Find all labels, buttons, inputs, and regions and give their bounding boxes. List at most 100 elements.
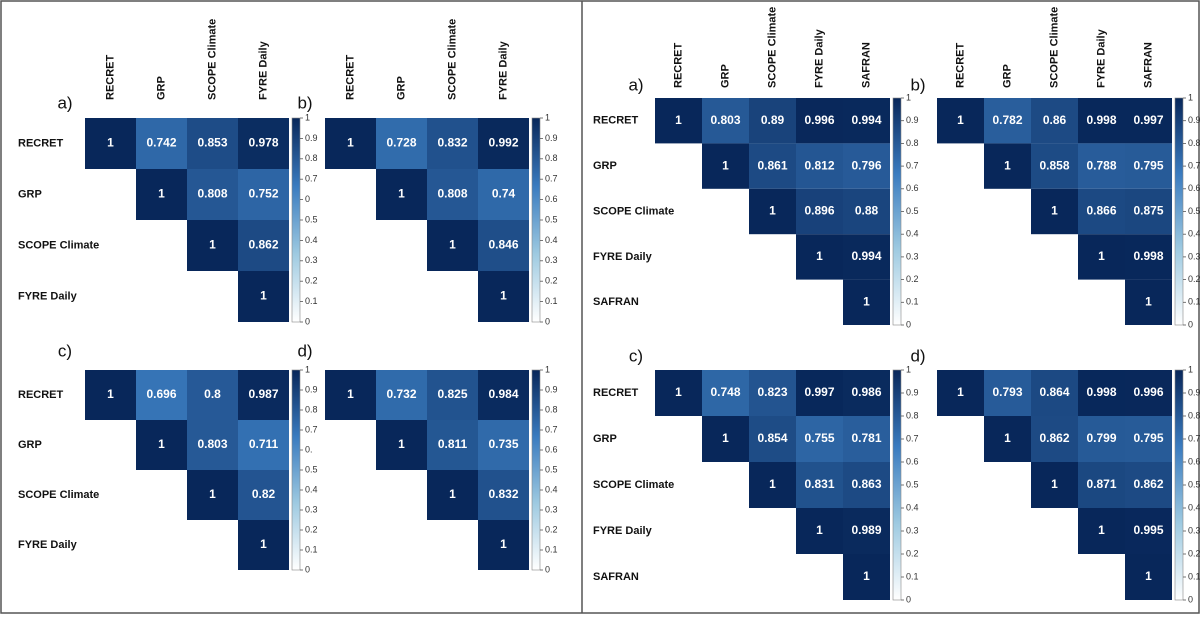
colorbar-tick-label: 0.1 — [545, 296, 558, 306]
colorbar-tick-label: 1 — [1188, 364, 1193, 374]
colorbar-tick-label: 0.3 — [545, 504, 558, 514]
column-label: GRP — [1001, 64, 1013, 88]
cell — [984, 370, 1031, 416]
colorbar-tick-label: 0.5 — [1188, 479, 1200, 489]
colorbar-tick-label: 0.8 — [906, 410, 919, 420]
cell — [1125, 98, 1172, 144]
column-label: SCOPE Climate — [1048, 7, 1060, 88]
panel-label: b) — [910, 75, 925, 94]
cell-value: 0.823 — [757, 385, 787, 399]
cell-value: 1 — [107, 136, 114, 150]
colorbar-tick-label: 0.7 — [906, 160, 919, 170]
cell — [85, 370, 136, 420]
cell-value: 0.795 — [1133, 158, 1163, 172]
cell — [1031, 188, 1078, 235]
colorbar-tick-label: 0.7 — [1188, 160, 1200, 170]
colorbar-tick-label: 1 — [1188, 92, 1193, 102]
colorbar-tick-label: 0 — [906, 594, 911, 604]
cell — [376, 370, 427, 420]
column-label: SCOPE Climate — [446, 19, 458, 100]
colorbar-tick-label: 0.5 — [305, 464, 318, 474]
colorbar-tick-label: 0.4 — [1188, 229, 1200, 239]
colorbar-tick-label: 1 — [305, 112, 310, 122]
cell-value: 0.854 — [757, 431, 787, 445]
cell — [843, 554, 890, 600]
column-label: SAFRAN — [1142, 42, 1154, 88]
cell — [427, 420, 478, 470]
cell — [655, 370, 702, 416]
colorbar — [1174, 369, 1184, 601]
cell-value: 0.861 — [757, 158, 787, 172]
cell-value: 0.803 — [197, 437, 227, 451]
colorbar-tick-label: 0 — [1188, 594, 1193, 604]
cell-value: 0.711 — [249, 437, 279, 451]
colorbar-tick-label: 0.3 — [545, 255, 558, 265]
cell — [1125, 143, 1172, 189]
cell — [187, 118, 238, 169]
colorbar-tick-label: 0.6 — [1188, 183, 1200, 193]
cell-value: 0.862 — [248, 238, 278, 252]
colorbar-tick-label: 0.5 — [305, 214, 318, 224]
row-label: FYRE Daily — [18, 290, 78, 302]
cell — [1125, 370, 1172, 416]
cell — [749, 462, 796, 508]
cell-value: 0.8 — [204, 387, 221, 401]
cell-value: 0.748 — [710, 385, 740, 399]
cell-value: 0.803 — [710, 113, 740, 127]
cell-value: 0.994 — [851, 249, 881, 263]
row-label: GRP — [593, 160, 617, 172]
colorbar-tick-label: 0.6 — [545, 444, 558, 454]
colorbar-tick-label: 0.9 — [545, 133, 558, 143]
cell-value: 1 — [500, 289, 507, 303]
cell-value: 1 — [769, 477, 776, 491]
colorbar — [1174, 97, 1184, 326]
column-label: FYRE Daily — [257, 40, 269, 100]
cell-value: 1 — [722, 158, 729, 172]
cell-value: 0.808 — [197, 187, 227, 201]
cell — [136, 370, 187, 420]
column-label: FYRE Daily — [1095, 28, 1107, 88]
cell-value: 0.811 — [438, 437, 468, 451]
cell — [136, 118, 187, 169]
cell-value: 1 — [260, 289, 267, 303]
cell-value: 0.735 — [488, 437, 518, 451]
cell — [187, 169, 238, 220]
column-label: RECRET — [344, 54, 356, 100]
cell-value: 0.696 — [146, 387, 176, 401]
cell — [238, 420, 289, 470]
colorbar-tick-label: 0.3 — [305, 255, 318, 265]
cell-value: 0.864 — [1039, 385, 1069, 399]
cell — [238, 118, 289, 169]
row-label: SAFRAN — [593, 296, 639, 308]
cell — [187, 220, 238, 271]
column-label: GRP — [719, 64, 731, 88]
colorbar-tick-label: 0.2 — [906, 274, 919, 284]
colorbar-tick-label: 0 — [305, 194, 310, 204]
row-label: RECRET — [18, 389, 64, 401]
cell — [187, 470, 238, 520]
cell — [238, 370, 289, 420]
cell — [1125, 554, 1172, 600]
panel-label: b) — [297, 93, 312, 112]
colorbar-tick-label: 0.7 — [305, 174, 318, 184]
cell — [478, 520, 529, 570]
cell-value: 0.853 — [197, 136, 227, 150]
cell-value: 1 — [449, 238, 456, 252]
cell-value: 1 — [816, 249, 823, 263]
colorbar-tick-label: 0.5 — [545, 464, 558, 474]
cell — [427, 370, 478, 420]
cell — [796, 234, 843, 280]
cell — [796, 98, 843, 144]
cell — [702, 370, 749, 416]
colorbar-tick-label: 0.3 — [305, 504, 318, 514]
colorbar — [531, 117, 541, 323]
cell — [1031, 416, 1078, 462]
cell-value: 0.989 — [851, 523, 881, 537]
colorbar-tick-label: 0.4 — [906, 502, 919, 512]
cell-value: 0.984 — [488, 387, 518, 401]
column-label: SAFRAN — [860, 42, 872, 88]
cell — [984, 416, 1031, 462]
cell-value: 1 — [158, 437, 165, 451]
cell-value: 0.866 — [1086, 204, 1116, 218]
cell — [325, 370, 376, 420]
